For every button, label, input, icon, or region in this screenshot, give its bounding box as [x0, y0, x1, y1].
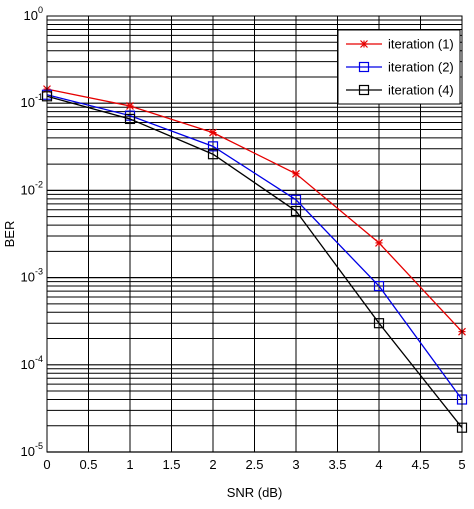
legend-label: iteration (2)	[388, 60, 454, 75]
data-point	[209, 128, 217, 137]
data-point	[292, 169, 300, 178]
x-tick-label: 4	[375, 457, 382, 472]
x-tick-label: 1	[126, 457, 133, 472]
y-tick-label: 10-4	[21, 354, 43, 372]
y-tick-label: 10-3	[21, 267, 43, 285]
plot-frame	[46, 15, 463, 453]
x-tick-label: 0	[43, 457, 50, 472]
data-point	[124, 113, 136, 125]
x-axis-label: SNR (dB)	[227, 485, 283, 500]
data-point	[375, 238, 383, 247]
data-point	[358, 61, 370, 73]
y-tick-label: 10-5	[21, 441, 43, 459]
legend-label: iteration (4)	[388, 83, 454, 98]
data-point	[290, 205, 302, 217]
series-line	[46, 95, 463, 429]
data-point	[360, 40, 368, 48]
data-point	[126, 102, 134, 110]
data-point	[290, 194, 302, 205]
legend-label: iteration (1)	[388, 37, 454, 52]
y-tick-label: 100	[24, 5, 43, 23]
x-tick-label: 2	[209, 457, 216, 472]
data-point	[207, 149, 219, 160]
data-point	[373, 280, 385, 292]
series-line	[46, 94, 463, 400]
y-tick-label: 10-1	[21, 92, 43, 110]
x-tick-label: 3.5	[328, 457, 346, 472]
y-axis-ticks: 100 10-1 10-2 10-3 10-4 10-5	[21, 5, 43, 459]
x-tick-label: 1.5	[162, 457, 180, 472]
x-tick-label: 2.5	[245, 457, 263, 472]
y-tick-label: 10-2	[21, 179, 43, 197]
data-point	[358, 84, 370, 96]
y-axis-label: BER	[2, 221, 17, 248]
x-tick-label: 5	[458, 457, 465, 472]
x-tick-label: 4.5	[411, 457, 429, 472]
data-point	[207, 141, 219, 152]
legend-box	[337, 29, 461, 105]
x-tick-label: 3	[292, 457, 299, 472]
legend: iteration (1) iteration (2) iteration (4)	[337, 29, 461, 105]
x-tick-label: 0.5	[79, 457, 97, 472]
data-point	[373, 318, 385, 329]
data-series	[41, 85, 468, 433]
x-axis-ticks: 0 0.5 1 1.5 2 2.5 3 3.5 4 4.5 5	[43, 457, 465, 472]
series-line	[46, 88, 463, 333]
